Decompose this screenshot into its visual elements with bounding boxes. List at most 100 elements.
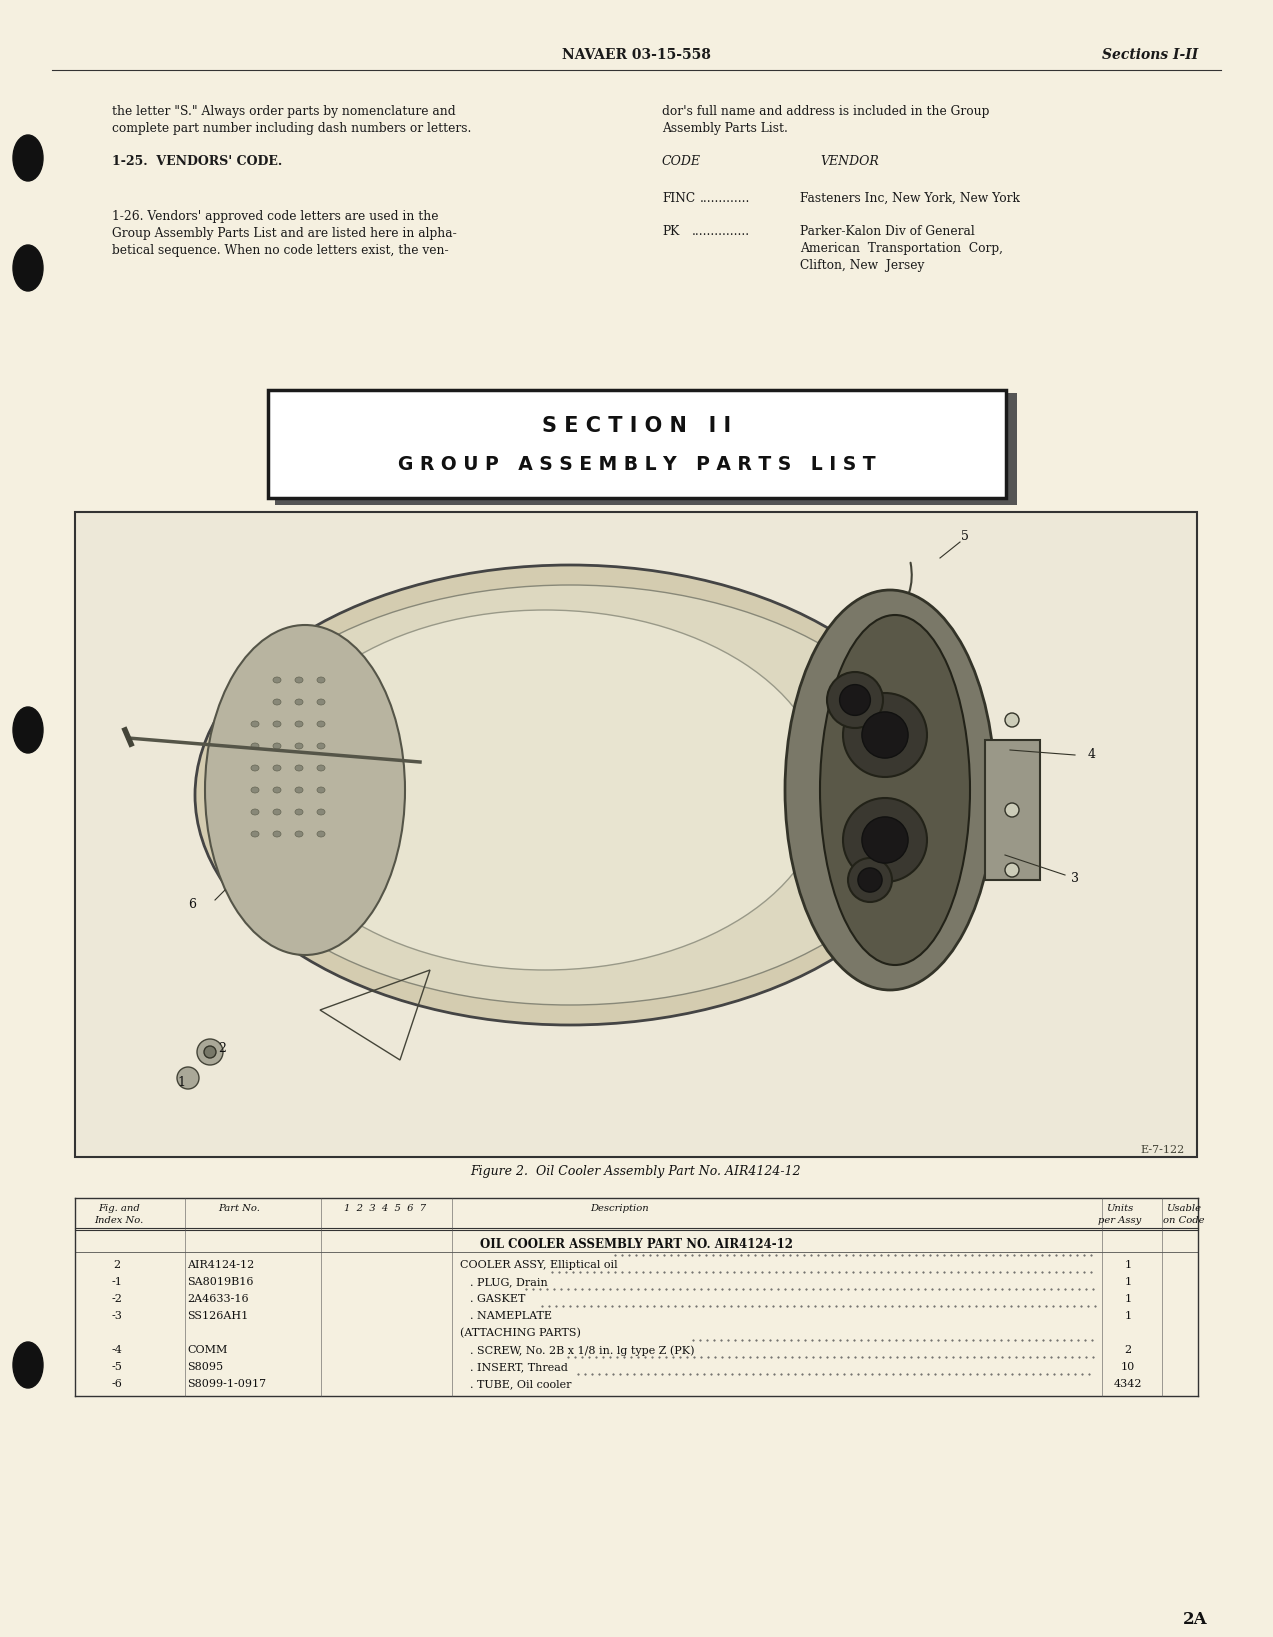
- Circle shape: [177, 1067, 199, 1089]
- Ellipse shape: [205, 625, 405, 954]
- Ellipse shape: [317, 678, 325, 683]
- Text: Parker-Kalon Div of General: Parker-Kalon Div of General: [799, 224, 975, 237]
- Ellipse shape: [272, 764, 281, 771]
- Text: OIL COOLER ASSEMBLY PART NO. AIR4124-12: OIL COOLER ASSEMBLY PART NO. AIR4124-12: [480, 1238, 793, 1251]
- Text: FINC: FINC: [662, 192, 695, 205]
- Text: AIR4124-12: AIR4124-12: [187, 1260, 255, 1270]
- Text: COMM: COMM: [187, 1346, 228, 1355]
- Text: CODE: CODE: [662, 156, 701, 169]
- Ellipse shape: [13, 134, 43, 182]
- Ellipse shape: [272, 699, 281, 706]
- Ellipse shape: [295, 809, 303, 815]
- Text: . INSERT, Thread: . INSERT, Thread: [470, 1362, 568, 1372]
- Text: S8095: S8095: [187, 1362, 223, 1372]
- Text: Sections I-II: Sections I-II: [1102, 47, 1198, 62]
- Ellipse shape: [13, 1342, 43, 1388]
- Circle shape: [848, 858, 892, 902]
- Text: dor's full name and address is included in the Group: dor's full name and address is included …: [662, 105, 989, 118]
- Text: Fig. and
Index No.: Fig. and Index No.: [94, 1203, 144, 1224]
- Text: (ATTACHING PARTS): (ATTACHING PARTS): [460, 1328, 580, 1339]
- Ellipse shape: [13, 246, 43, 291]
- Text: 2A: 2A: [1183, 1611, 1207, 1629]
- Ellipse shape: [272, 832, 281, 837]
- Circle shape: [1004, 863, 1018, 877]
- Ellipse shape: [317, 764, 325, 771]
- Ellipse shape: [195, 565, 945, 1025]
- Text: 2: 2: [218, 1041, 225, 1054]
- Text: -6: -6: [112, 1378, 122, 1390]
- Text: the letter "S." Always order parts by nomenclature and: the letter "S." Always order parts by no…: [112, 105, 456, 118]
- Circle shape: [858, 868, 882, 892]
- Ellipse shape: [251, 832, 258, 837]
- Ellipse shape: [317, 809, 325, 815]
- Text: 3: 3: [1071, 871, 1080, 884]
- Text: NAVAER 03-15-558: NAVAER 03-15-558: [561, 47, 710, 62]
- Ellipse shape: [251, 720, 258, 727]
- Ellipse shape: [785, 589, 995, 990]
- Text: Assembly Parts List.: Assembly Parts List.: [662, 123, 788, 134]
- Ellipse shape: [272, 787, 281, 792]
- Text: 2: 2: [1124, 1346, 1132, 1355]
- Ellipse shape: [295, 787, 303, 792]
- Ellipse shape: [295, 678, 303, 683]
- Text: 4: 4: [1088, 748, 1096, 761]
- Text: 10: 10: [1120, 1362, 1136, 1372]
- Text: . PLUG, Drain: . PLUG, Drain: [470, 1277, 547, 1287]
- Text: Description: Description: [591, 1203, 649, 1213]
- Ellipse shape: [295, 764, 303, 771]
- Text: 2A4633-16: 2A4633-16: [187, 1293, 248, 1305]
- Ellipse shape: [251, 809, 258, 815]
- Ellipse shape: [295, 699, 303, 706]
- Ellipse shape: [272, 809, 281, 815]
- Text: VENDOR: VENDOR: [820, 156, 878, 169]
- Circle shape: [843, 797, 927, 882]
- Ellipse shape: [820, 616, 970, 964]
- Text: 1: 1: [1124, 1260, 1132, 1270]
- Text: E-7-122: E-7-122: [1141, 1144, 1185, 1156]
- Text: American  Transportation  Corp,: American Transportation Corp,: [799, 242, 1003, 255]
- Text: Units
per Assy: Units per Assy: [1099, 1203, 1142, 1224]
- Circle shape: [197, 1039, 223, 1066]
- Ellipse shape: [317, 787, 325, 792]
- Circle shape: [840, 684, 871, 715]
- Ellipse shape: [251, 743, 258, 750]
- Text: Usable
on Code: Usable on Code: [1164, 1203, 1204, 1224]
- Ellipse shape: [272, 678, 281, 683]
- Circle shape: [1004, 714, 1018, 727]
- Text: Clifton, New  Jersey: Clifton, New Jersey: [799, 259, 924, 272]
- Text: G R O U P   A S S E M B L Y   P A R T S   L I S T: G R O U P A S S E M B L Y P A R T S L I …: [398, 455, 876, 475]
- Circle shape: [862, 817, 908, 863]
- Ellipse shape: [13, 707, 43, 753]
- Ellipse shape: [317, 720, 325, 727]
- Text: 5: 5: [961, 530, 969, 543]
- Text: Part No.: Part No.: [218, 1203, 260, 1213]
- Text: 1  2  3  4  5  6  7: 1 2 3 4 5 6 7: [344, 1203, 426, 1213]
- Text: ...............: ...............: [693, 224, 750, 237]
- Bar: [269, 390, 1006, 498]
- Circle shape: [1004, 804, 1018, 817]
- Text: Group Assembly Parts List and are listed here in alpha-: Group Assembly Parts List and are listed…: [112, 228, 457, 241]
- Text: 1-25.  VENDORS' CODE.: 1-25. VENDORS' CODE.: [112, 156, 283, 169]
- Text: Figure 2.  Oil Cooler Assembly Part No. AIR4124-12: Figure 2. Oil Cooler Assembly Part No. A…: [471, 1166, 801, 1179]
- Text: . SCREW, No. 2B x 1/8 in. lg type Z (PK): . SCREW, No. 2B x 1/8 in. lg type Z (PK): [470, 1346, 695, 1355]
- Text: -4: -4: [112, 1346, 122, 1355]
- Bar: [275, 393, 1017, 504]
- Ellipse shape: [210, 584, 931, 1005]
- Text: SS126AH1: SS126AH1: [187, 1311, 248, 1321]
- Circle shape: [204, 1046, 216, 1058]
- Ellipse shape: [295, 720, 303, 727]
- Text: 1: 1: [1124, 1277, 1132, 1287]
- Ellipse shape: [251, 787, 258, 792]
- Text: -1: -1: [112, 1277, 122, 1287]
- Text: 1: 1: [177, 1077, 185, 1090]
- Text: COOLER ASSY, Elliptical oil: COOLER ASSY, Elliptical oil: [460, 1260, 617, 1270]
- Ellipse shape: [272, 743, 281, 750]
- Ellipse shape: [295, 743, 303, 750]
- Circle shape: [862, 712, 908, 758]
- Text: . TUBE, Oil cooler: . TUBE, Oil cooler: [470, 1378, 572, 1390]
- Circle shape: [843, 692, 927, 778]
- Text: -3: -3: [112, 1311, 122, 1321]
- Ellipse shape: [295, 832, 303, 837]
- Text: 1: 1: [1124, 1311, 1132, 1321]
- Text: -2: -2: [112, 1293, 122, 1305]
